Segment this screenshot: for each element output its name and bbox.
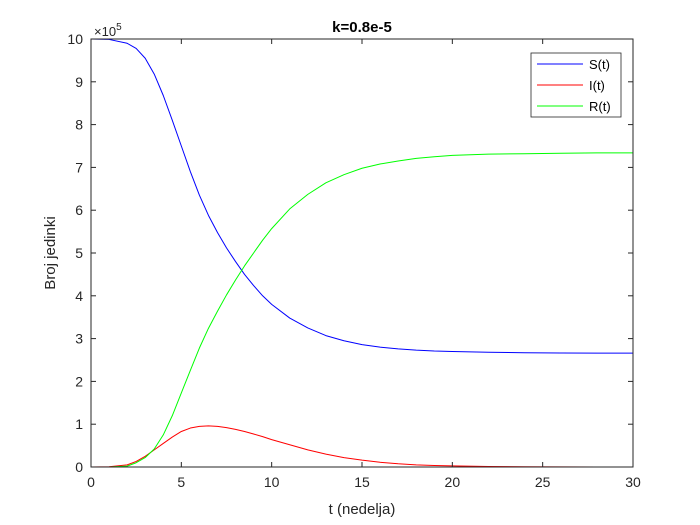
legend-label-r: R(t) [589, 99, 611, 114]
axes-box [90, 38, 634, 468]
legend-label-s: S(t) [589, 57, 610, 72]
tick-layer: 0 5 10 15 20 25 30 0 1 2 3 4 5 6 7 8 9 10 [67, 31, 641, 490]
x-tick-label: 10 [264, 474, 280, 490]
y-tick-label: 2 [75, 373, 83, 389]
legend-label-i: I(t) [589, 78, 605, 93]
y-tick-label: 6 [75, 202, 83, 218]
y-tick-label: 10 [67, 31, 83, 47]
x-tick-label: 5 [177, 474, 185, 490]
y-tick-label: 9 [75, 74, 83, 90]
series-line-recovered [91, 152, 633, 468]
y-tick-label: 1 [75, 416, 83, 432]
x-axis-title: t (nedelja) [329, 501, 396, 518]
series-layer [90, 38, 634, 468]
x-tick-label: 25 [535, 474, 551, 490]
x-tick-label: 0 [87, 474, 95, 490]
y-axis-title: Broj jedinki [42, 216, 59, 289]
legend: S(t) I(t) R(t) [530, 52, 622, 118]
series-line-infected [90, 425, 634, 468]
y-multiplier-exponent: 5 [116, 22, 122, 33]
y-tick-label: 4 [75, 288, 83, 304]
y-tick-label: 8 [75, 117, 83, 133]
y-tick-label: 7 [75, 159, 83, 175]
x-tick-label: 15 [354, 474, 370, 490]
y-tick-label: 3 [75, 331, 83, 347]
y-multiplier: ×105 [94, 22, 122, 39]
y-tick-label: 5 [75, 245, 83, 261]
y-tick-label: 0 [75, 459, 83, 475]
x-tick-label: 20 [445, 474, 461, 490]
series-line-susceptible [90, 38, 633, 354]
chart-title: k=0.8e-5 [332, 19, 392, 36]
x-tick-label: 30 [625, 474, 641, 490]
y-multiplier-base: ×10 [94, 24, 116, 39]
